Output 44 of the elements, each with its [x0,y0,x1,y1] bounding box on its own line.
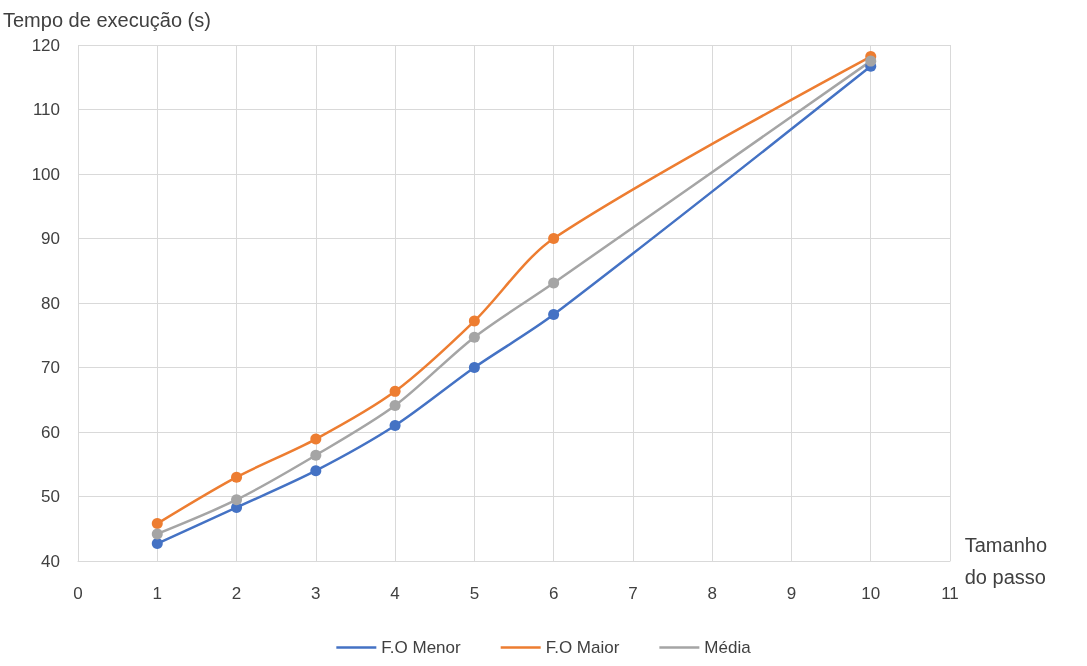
point [548,277,560,289]
x-tick-label: 9 [786,584,797,603]
x-tick-label: 10 [861,584,881,603]
point [151,518,163,530]
point [468,331,480,343]
y-tick-label: 120 [31,35,60,55]
y-tick-label: 40 [41,551,60,571]
point [231,471,243,483]
y-tick-label: 60 [41,422,60,442]
point [310,449,322,461]
legend-label: F.O Menor [381,638,462,657]
y-tick-label: 70 [41,358,60,377]
y-tick-label: 90 [41,229,60,248]
legend-label: Média [704,638,752,657]
x-tick-label: 5 [469,584,480,603]
point [548,309,560,321]
point [548,233,560,244]
point [389,400,401,412]
point [468,362,480,373]
x-tick-label: 11 [941,584,959,603]
x-tick-label: 8 [707,584,717,603]
y-axis-title: Tempo de execução (s) [3,9,211,31]
x-tick-label: 7 [628,584,638,603]
x-tick-label: 1 [152,584,163,603]
point [151,538,163,550]
x-tick-label: 0 [73,584,83,603]
x-tick-label: 3 [311,584,321,603]
point [310,465,322,477]
x-tick-label: 2 [231,584,242,603]
point [389,420,401,432]
x-tick-label: 4 [390,584,400,603]
point [468,315,480,327]
y-tick-label: 100 [31,164,60,184]
y-tick-label: 110 [32,100,60,119]
y-tick-label: 50 [41,487,60,506]
y-tick-label: 80 [41,293,60,313]
legend-label: F.O Maior [545,638,620,657]
x-axis-title: Tamanho do passo [964,534,1047,588]
point [310,433,322,445]
point [151,528,163,540]
x-tick-label: 6 [548,584,559,603]
point [231,494,243,506]
point [865,55,877,67]
point [389,385,401,397]
